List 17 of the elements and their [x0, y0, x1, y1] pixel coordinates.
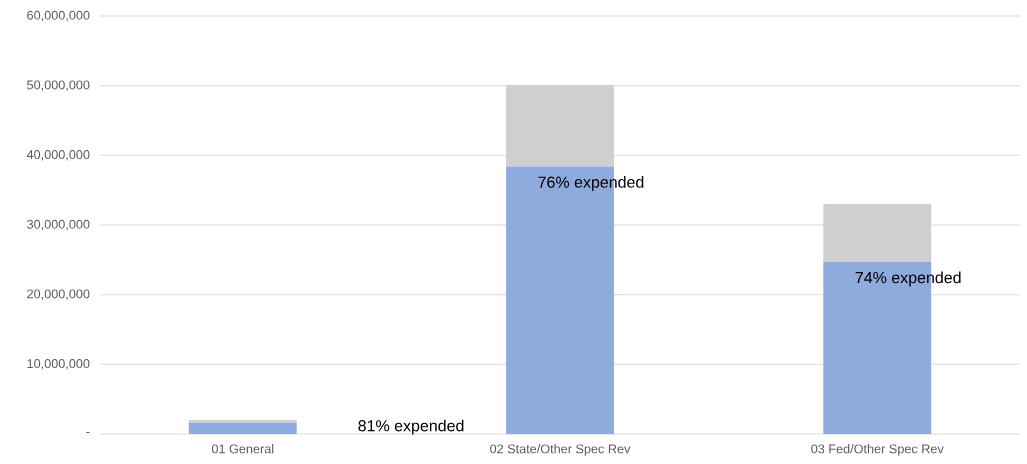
y-tick-label: 60,000,000	[27, 10, 90, 22]
annotation: 74% expended	[855, 271, 961, 287]
x-tick-label: 02 State/Other Spec Rev	[490, 444, 631, 456]
x-tick-label: 01 General	[211, 444, 274, 454]
bar	[188, 420, 297, 423]
annotation: 76% expended	[538, 176, 644, 191]
y-tick-label: 50,000,000	[27, 80, 90, 91]
annotation: 81% expended	[358, 419, 464, 435]
bar	[823, 204, 932, 262]
y-tick-label: -	[86, 432, 90, 434]
bar	[188, 422, 297, 434]
y-tick-label: 30,000,000	[27, 219, 90, 231]
bar	[506, 84, 614, 167]
y-tick-label: 20,000,000	[27, 289, 90, 300]
y-tick-label: 40,000,000	[26, 150, 90, 161]
x-tick-label: 03 Fed/Other Spec Rev	[811, 444, 944, 456]
y-tick-label: 10,000,000	[27, 359, 90, 370]
